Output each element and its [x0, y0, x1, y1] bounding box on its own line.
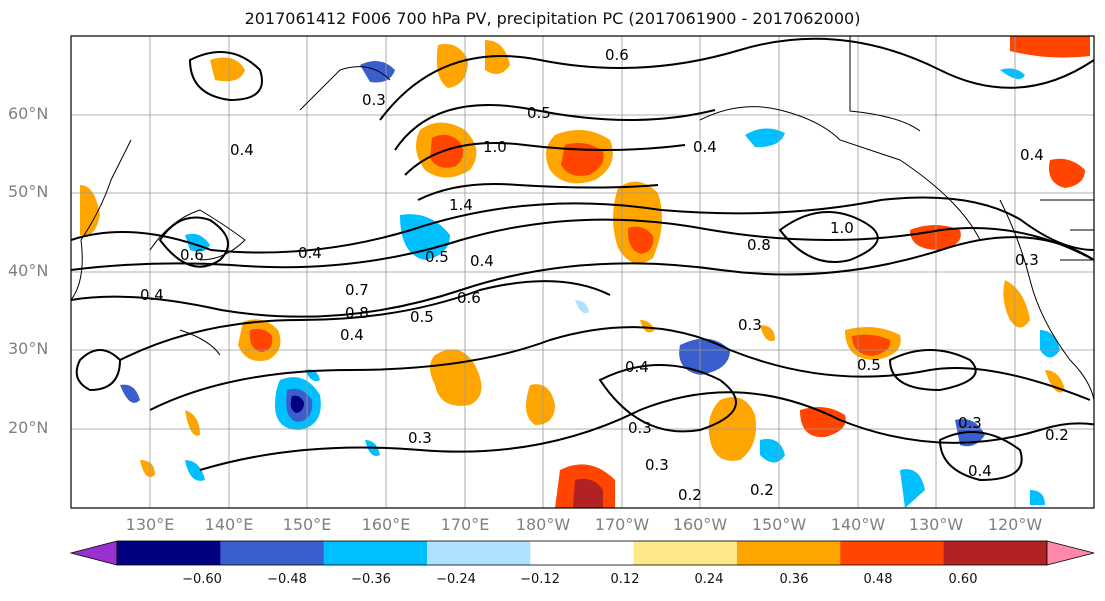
colorbar-tick-label: −0.60	[182, 572, 222, 587]
contour-label: 0.4	[693, 138, 717, 156]
colorbar-tick-label: −0.36	[351, 572, 391, 587]
lon-label: 150°E	[282, 515, 332, 534]
lon-label: 130°W	[908, 515, 964, 534]
lat-label: 20°N	[8, 418, 49, 437]
contour-label: 0.3	[408, 429, 432, 447]
lat-label: 60°N	[8, 104, 49, 123]
contour-label: 0.3	[738, 316, 762, 334]
contour-labels: 0.4 0.4 0.7 0.8 0.4 0.5 0.6 0.5 0.4 1.4 …	[140, 46, 1069, 504]
contour-label: 0.4	[470, 252, 494, 270]
colorbar-tick-label: −0.24	[436, 572, 476, 587]
contour-label: 0.4	[230, 141, 254, 159]
colorbar-cell	[840, 541, 945, 565]
lon-label: 140°E	[204, 515, 254, 534]
contour-label: 0.5	[425, 248, 449, 266]
contour-label: 0.4	[340, 326, 364, 344]
colorbar-cell	[220, 541, 325, 565]
colorbar-cell	[117, 541, 221, 565]
contour-label: 1.4	[449, 196, 473, 214]
contour-label: 0.4	[968, 462, 992, 480]
contour-label: 0.6	[457, 289, 481, 307]
contour-label: 0.3	[958, 414, 982, 432]
colorbar-cell	[633, 541, 738, 565]
colorbar-cell	[943, 541, 1048, 565]
colorbar-extend-right	[1046, 540, 1095, 566]
contour-label: 1.0	[830, 219, 854, 237]
lon-label: 140°W	[830, 515, 886, 534]
contour-label: 0.2	[1045, 426, 1069, 444]
contour-label: 0.2	[750, 481, 774, 499]
colorbar-tick-label: 0.12	[610, 572, 640, 587]
colorbar-cell	[530, 541, 635, 565]
lat-label: 50°N	[8, 182, 49, 201]
colorbar-tick-label: −0.12	[520, 572, 560, 587]
colorbar-tick-label: 0.48	[863, 572, 893, 587]
contour-label: 0.4	[625, 358, 649, 376]
contour-label: 0.3	[628, 419, 652, 437]
lon-label: 170°E	[440, 515, 490, 534]
contour-label: 1.0	[483, 138, 507, 156]
lon-label: 120°W	[987, 515, 1043, 534]
colorbar-tick-label: 0.24	[694, 572, 724, 587]
colorbar-cell	[323, 541, 428, 565]
lat-label: 30°N	[8, 339, 49, 358]
contour-label: 0.4	[1020, 146, 1044, 164]
contour-label: 0.7	[345, 281, 369, 299]
map-border	[70, 35, 1095, 509]
pv-contours	[71, 37, 1094, 482]
lon-label: 160°W	[672, 515, 728, 534]
contour-label: 0.6	[605, 46, 629, 64]
contour-label: 0.3	[362, 91, 386, 109]
colorbar	[69, 540, 1095, 566]
colorbar-tick-label: 0.36	[779, 572, 809, 587]
colorbar-cell	[427, 541, 531, 565]
lon-label: 170°W	[594, 515, 650, 534]
lon-label: 150°W	[751, 515, 807, 534]
colorbar-tick-label: 0.60	[948, 572, 978, 587]
map-title: 2017061412 F006 700 hPa PV, precipitatio…	[244, 9, 861, 28]
contour-label: 0.6	[180, 246, 204, 264]
contour-label: 0.5	[410, 308, 434, 326]
contour-label: 0.5	[527, 104, 551, 122]
colorbar-cell	[737, 541, 841, 565]
contour-label: 0.8	[747, 236, 771, 254]
contour-label: 0.3	[645, 456, 669, 474]
lon-label: 160°E	[361, 515, 411, 534]
colorbar-tick-label: −0.48	[267, 572, 307, 587]
contour-label: 0.3	[1015, 251, 1039, 269]
contour-label: 0.4	[298, 244, 322, 262]
lon-label: 130°E	[125, 515, 175, 534]
contour-label: 0.8	[345, 304, 369, 322]
lon-label: 180°W	[515, 515, 571, 534]
graticule	[71, 36, 1094, 508]
contour-label: 0.4	[140, 286, 164, 304]
colorbar-extend-left	[69, 540, 118, 566]
precip-shading	[80, 36, 1090, 508]
contour-label: 0.5	[857, 356, 881, 374]
contour-label: 0.2	[678, 486, 702, 504]
lat-label: 40°N	[8, 261, 49, 280]
